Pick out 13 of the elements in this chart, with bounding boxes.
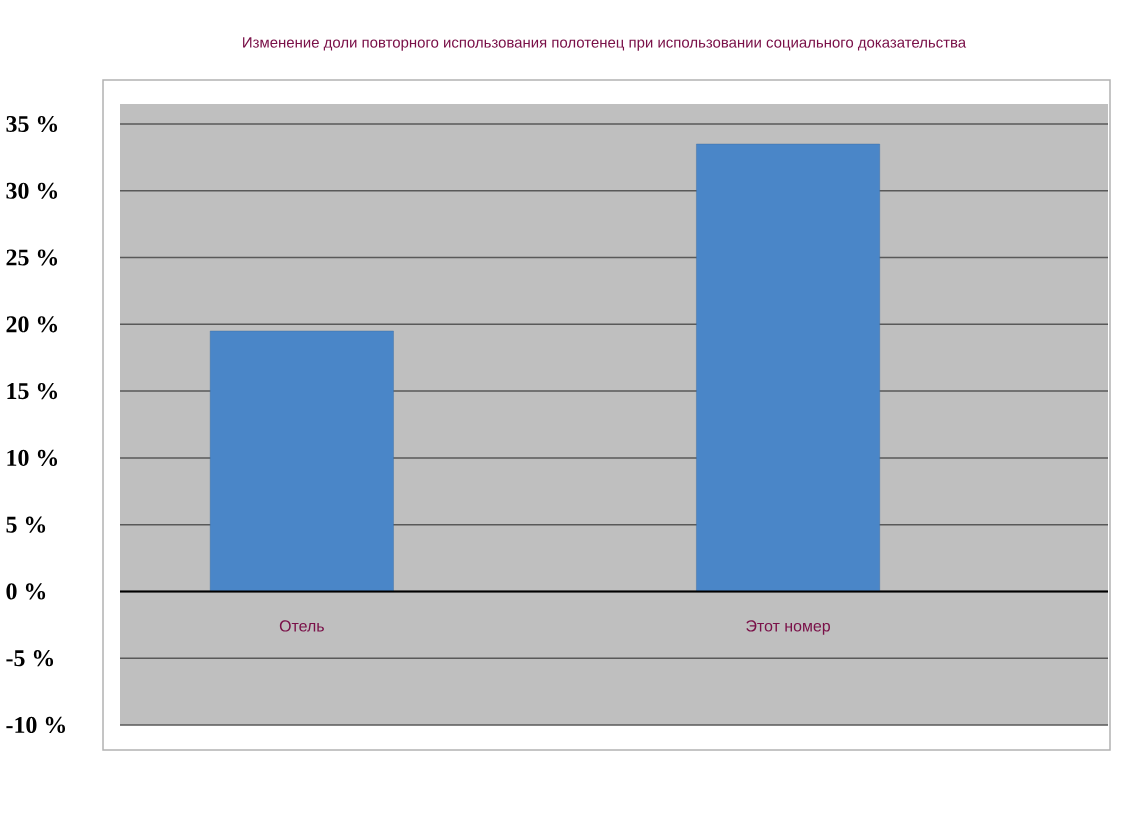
y-tick-label: -10 % xyxy=(6,716,66,734)
y-tick-label: 35 % xyxy=(6,115,58,133)
y-tick-label: 10 % xyxy=(7,449,58,466)
chart-title: Изменение доли повторного использования полотенец при использовании социального доказательства xyxy=(243,37,967,51)
y-tick-label: 15 % xyxy=(7,383,58,400)
y-tick-label: -5 % xyxy=(6,650,54,667)
x-tick-label: Этот номер xyxy=(746,620,830,635)
y-tick-label: 30 % xyxy=(6,182,58,199)
y-tick-label: 25 % xyxy=(6,249,58,266)
y-tick-label: 20 % xyxy=(6,316,58,333)
y-tick-label: 5 % xyxy=(6,516,46,533)
x-tick-label: Отель xyxy=(279,620,324,632)
y-tick-label: 0 % xyxy=(6,583,46,600)
